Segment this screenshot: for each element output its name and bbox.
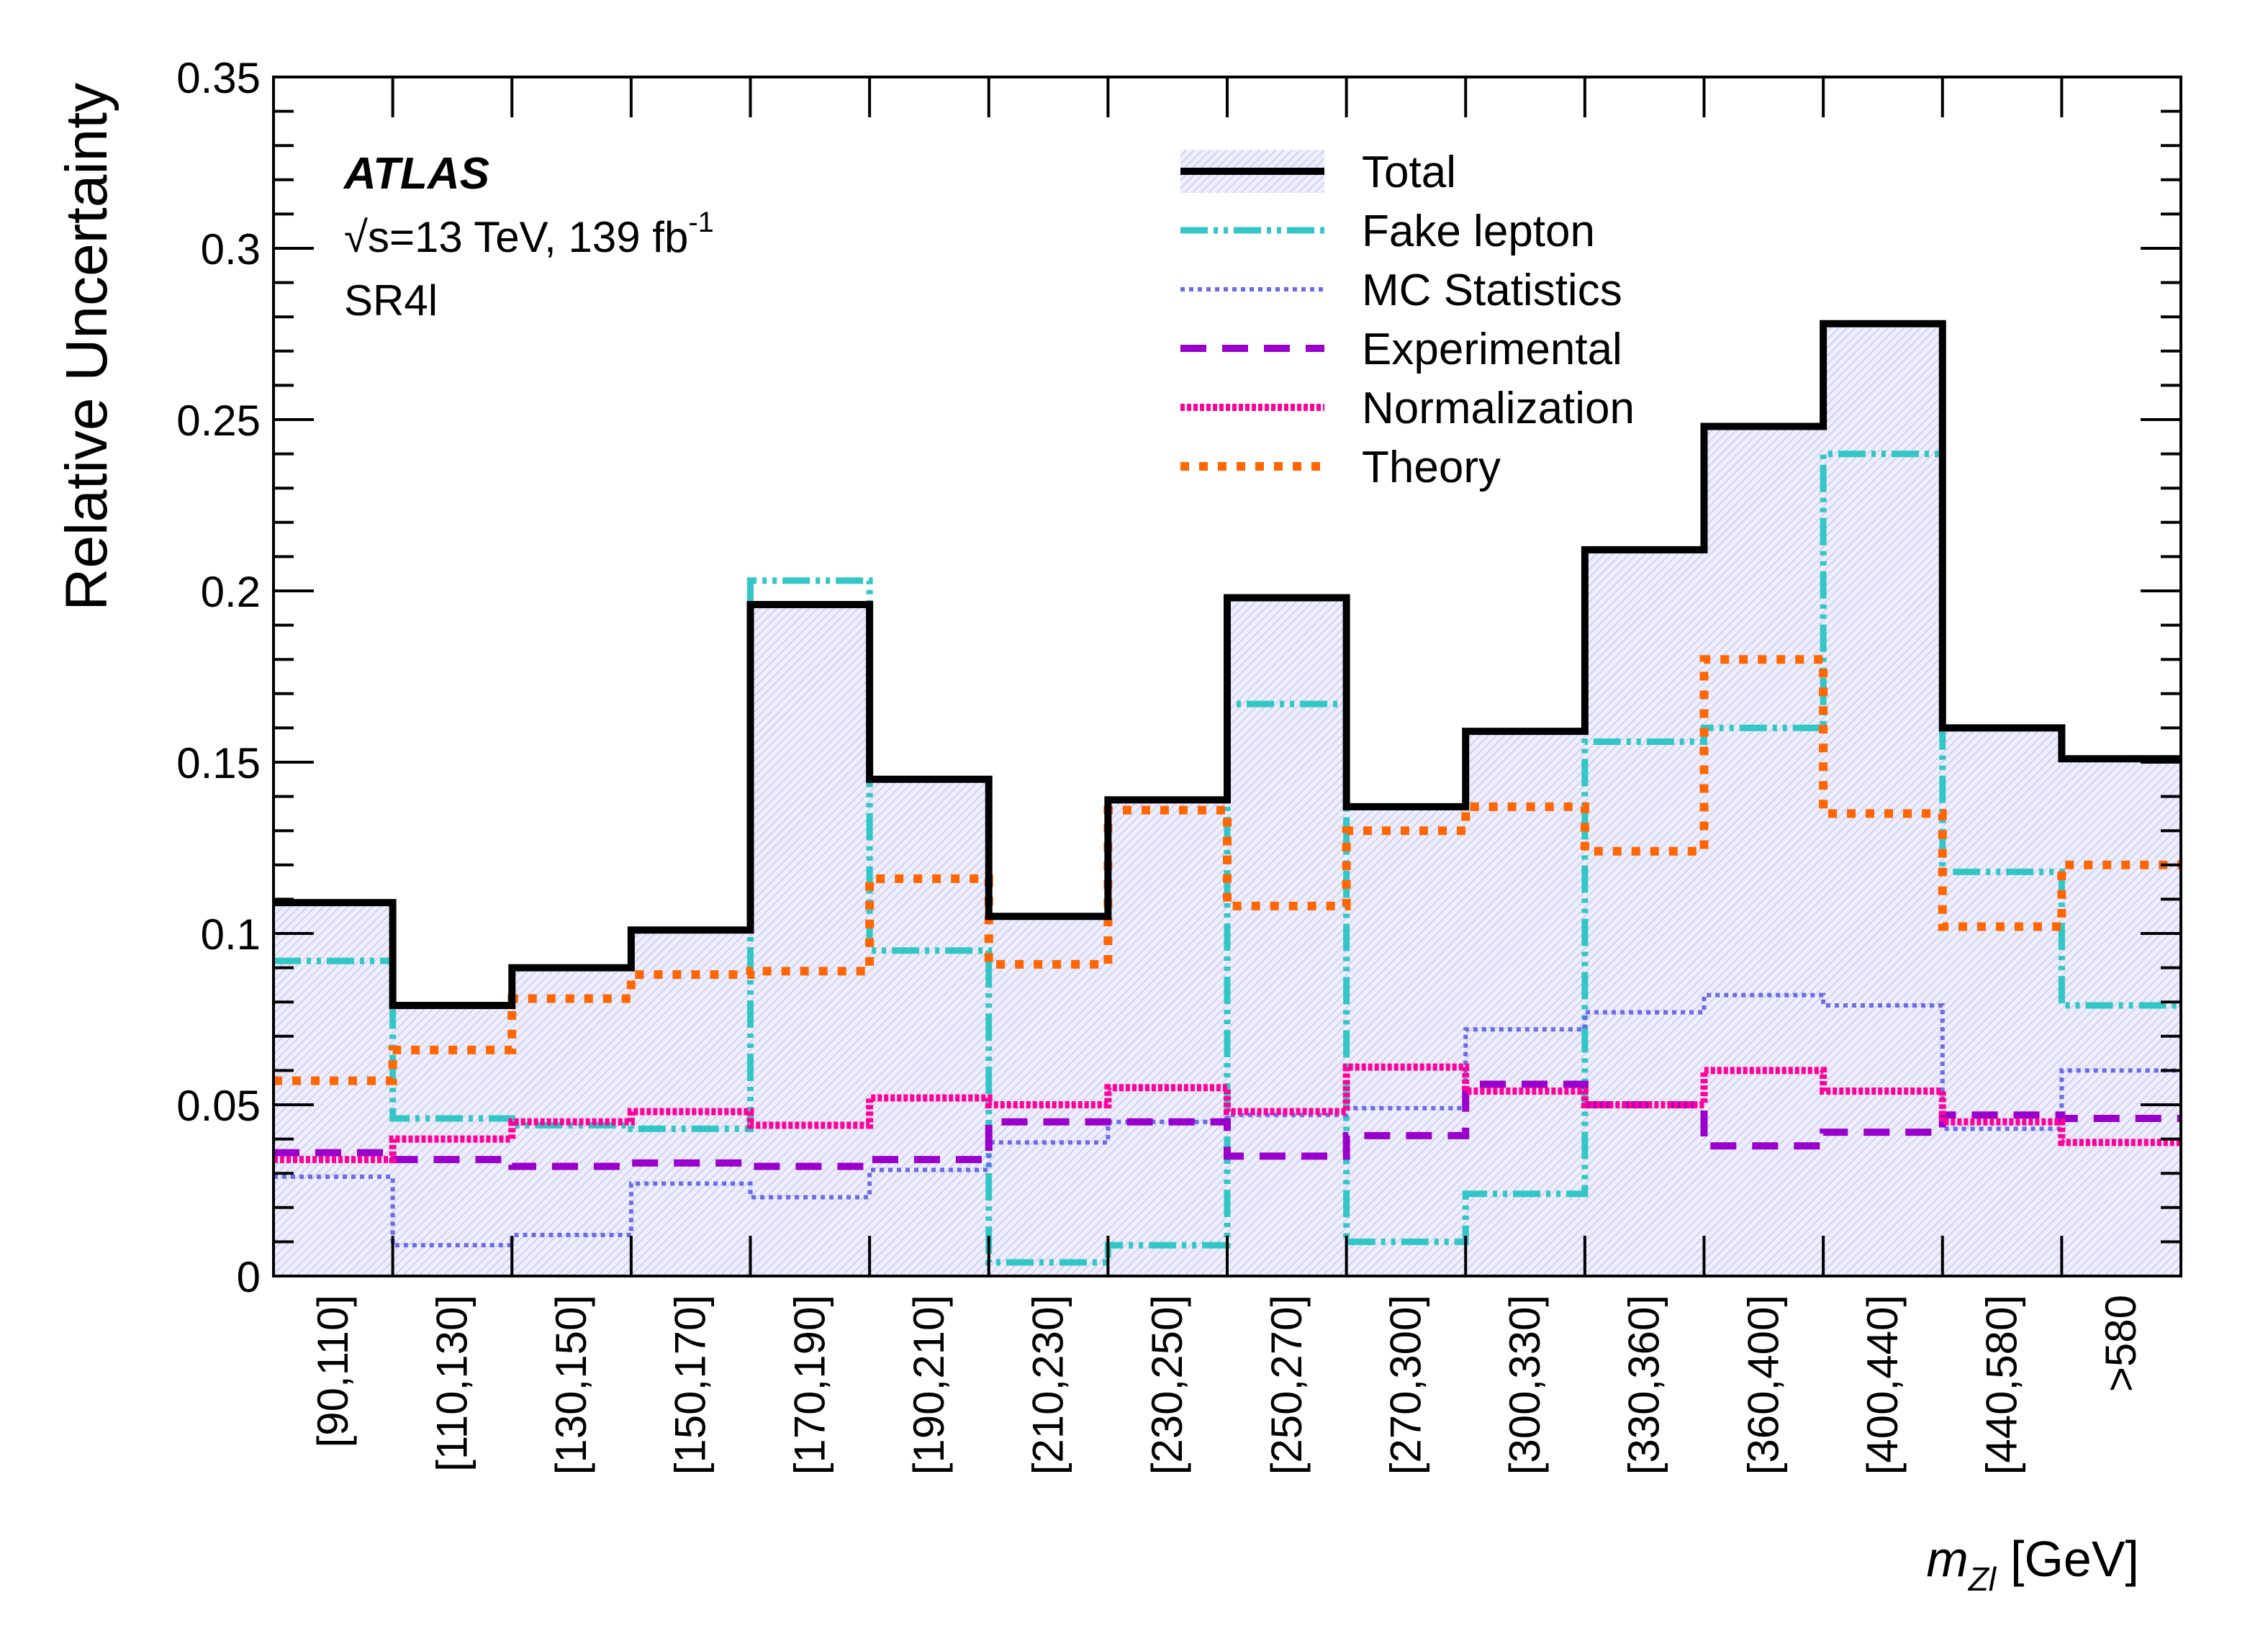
y-axis-label: Relative Uncertainty bbox=[54, 83, 119, 611]
y-tick-label: 0.15 bbox=[176, 739, 261, 787]
x-tick-labels: [90,110] [110,130] [130,150] [150,170] [170,… bbox=[309, 1295, 2145, 1475]
x-tick-label: [150,170] bbox=[667, 1295, 715, 1475]
y-tick-labels: 0 0.05 0.1 0.15 0.2 0.25 0.3 0.35 bbox=[176, 54, 261, 1301]
energy-lumi-label: √s=13 TeV, 139 fb-1 bbox=[344, 207, 714, 261]
legend: Total Fake lepton MC Statistics Experimenta… bbox=[1180, 148, 1635, 492]
x-tick-label: [270,300] bbox=[1381, 1295, 1429, 1475]
axis-ticks bbox=[272, 76, 2182, 1277]
legend-entry-normalization: Normalization bbox=[1180, 384, 1635, 433]
x-tick-label: [300,330] bbox=[1501, 1295, 1549, 1475]
atlas-label: ATLAS bbox=[343, 149, 489, 199]
y-tick-label: 0.25 bbox=[176, 397, 261, 445]
legend-entry-mc-statistics: MC Statistics bbox=[1180, 266, 1622, 315]
series-line-experimental bbox=[274, 1080, 2181, 1170]
legend-label: MC Statistics bbox=[1362, 266, 1622, 315]
legend-label: Experimental bbox=[1362, 325, 1622, 374]
x-tick-label: [170,190] bbox=[785, 1295, 833, 1475]
x-tick-label: [250,270] bbox=[1262, 1295, 1311, 1475]
legend-label: Theory bbox=[1362, 443, 1501, 492]
legend-label: Total bbox=[1362, 148, 1456, 197]
x-tick-label: >580 bbox=[2097, 1295, 2145, 1392]
x-tick-label: [210,230] bbox=[1024, 1295, 1072, 1475]
series-line-total bbox=[274, 320, 2181, 1009]
x-tick-label: [110,130] bbox=[428, 1295, 476, 1472]
x-tick-label: [360,400] bbox=[1739, 1295, 1787, 1475]
x-tick-label: [400,440] bbox=[1858, 1295, 1907, 1475]
x-axis-unit: [GeV] bbox=[2010, 1531, 2139, 1587]
y-tick-label: 0.05 bbox=[176, 1082, 261, 1130]
region-label: SR4l bbox=[344, 276, 438, 325]
x-tick-label: [190,210] bbox=[905, 1295, 953, 1475]
x-tick-label: [130,150] bbox=[547, 1295, 595, 1475]
series-line-normalization bbox=[274, 1063, 2181, 1164]
y-tick-label: 0 bbox=[237, 1253, 261, 1301]
y-tick-label: 0.1 bbox=[201, 910, 261, 959]
x-tick-label: [90,110] bbox=[309, 1295, 357, 1447]
legend-entry-theory: Theory bbox=[1180, 443, 1501, 492]
legend-entry-experimental: Experimental bbox=[1180, 325, 1622, 374]
series-line-fake-lepton bbox=[274, 451, 2181, 1266]
x-tick-label: [330,360] bbox=[1620, 1295, 1668, 1475]
x-axis-variable: m bbox=[1926, 1531, 1968, 1587]
series-line-theory bbox=[274, 655, 2181, 1085]
energy-lumi-text: s=13 TeV, 139 fb bbox=[368, 213, 688, 261]
sqrt-symbol: √ bbox=[344, 213, 368, 261]
x-tick-label: [440,580] bbox=[1978, 1295, 2026, 1475]
x-tick-label: [230,250] bbox=[1143, 1295, 1191, 1475]
x-axis-subscript: Zl bbox=[1968, 1560, 1997, 1598]
y-tick-label: 0.3 bbox=[201, 225, 261, 273]
legend-label: Normalization bbox=[1362, 384, 1635, 433]
series-lines bbox=[274, 320, 2181, 1266]
x-axis-label: mZl [GeV] bbox=[1926, 1531, 2139, 1598]
lumi-exponent: -1 bbox=[688, 207, 714, 238]
y-tick-label: 0.2 bbox=[201, 568, 261, 616]
y-tick-label: 0.35 bbox=[176, 54, 261, 102]
legend-entry-total: Total bbox=[1180, 148, 1456, 197]
legend-entry-fake-lepton: Fake lepton bbox=[1180, 207, 1595, 256]
legend-label: Fake lepton bbox=[1362, 207, 1595, 256]
